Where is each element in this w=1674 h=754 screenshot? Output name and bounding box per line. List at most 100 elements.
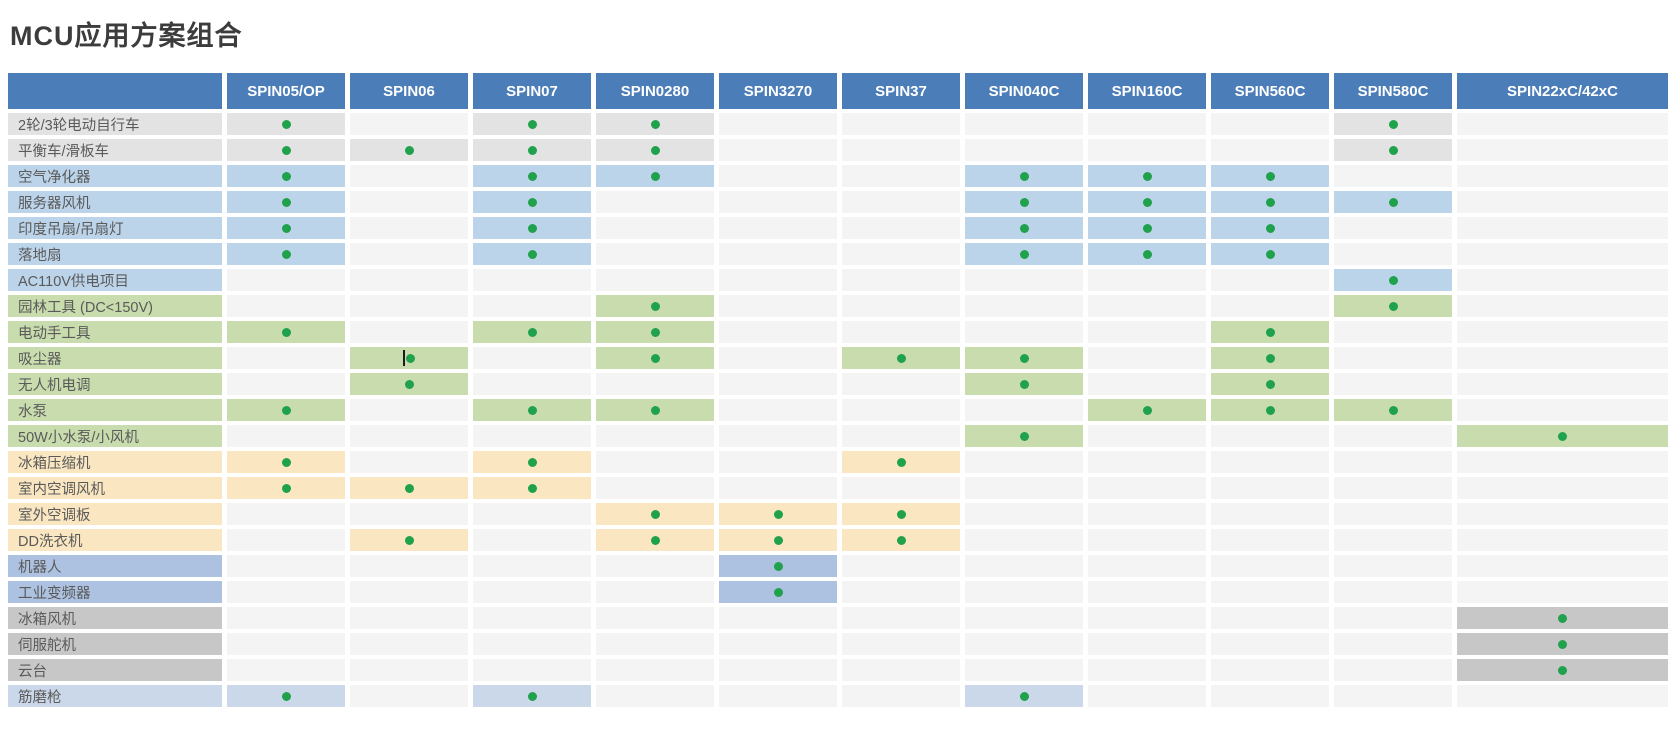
row-label: 工业变频器 (8, 581, 222, 603)
row-label: 印度吊扇/吊扇灯 (8, 217, 222, 239)
matrix-cell (1088, 425, 1206, 447)
support-dot-icon (650, 509, 660, 519)
row-label: 园林工具 (DC<150V) (8, 295, 222, 317)
matrix-cell (965, 139, 1083, 161)
support-dot-icon (404, 379, 414, 389)
matrix-cell (1334, 399, 1452, 421)
matrix-cell (1211, 607, 1329, 629)
matrix-cell (227, 451, 345, 473)
page-title: MCU应用方案组合 (10, 21, 243, 51)
matrix-cell (1211, 165, 1329, 187)
matrix-cell (1088, 529, 1206, 551)
matrix-cell (842, 373, 960, 395)
matrix-cell (1334, 581, 1452, 603)
matrix-cell (1088, 555, 1206, 577)
matrix-cell (350, 633, 468, 655)
support-dot-icon (1142, 405, 1152, 415)
matrix-cell (719, 191, 837, 213)
matrix-cell (842, 139, 960, 161)
row-label: 冰箱压缩机 (8, 451, 222, 473)
row-label: 机器人 (8, 555, 222, 577)
matrix-cell (350, 139, 468, 161)
matrix-cell (1334, 165, 1452, 187)
support-dot-icon (1142, 171, 1152, 181)
support-dot-icon (1388, 197, 1398, 207)
support-dot-icon (527, 223, 537, 233)
matrix-cell (1211, 477, 1329, 499)
matrix-cell (1088, 607, 1206, 629)
matrix-cell (965, 529, 1083, 551)
matrix-cell (1088, 217, 1206, 239)
matrix-cell (842, 165, 960, 187)
matrix-cell (227, 425, 345, 447)
matrix-cell (719, 321, 837, 343)
support-dot-icon (1558, 613, 1567, 623)
matrix-cell (1211, 295, 1329, 317)
support-dot-icon (1558, 431, 1567, 441)
support-dot-icon (896, 509, 906, 519)
matrix-cell (842, 477, 960, 499)
matrix-cell (350, 113, 468, 135)
matrix-cell (1334, 321, 1452, 343)
support-dot-icon (650, 327, 660, 337)
matrix-cell (719, 451, 837, 473)
support-dot-icon (1019, 431, 1029, 441)
matrix-cell (227, 269, 345, 291)
matrix-cell (1088, 399, 1206, 421)
matrix-cell (842, 529, 960, 551)
support-dot-icon (406, 353, 415, 363)
matrix-cell (227, 217, 345, 239)
matrix-cell (227, 165, 345, 187)
matrix-cell (596, 633, 714, 655)
support-dot-icon (281, 145, 291, 155)
support-dot-icon (1265, 171, 1275, 181)
matrix-cell (1457, 373, 1668, 395)
matrix-cell (596, 607, 714, 629)
matrix-cell (719, 165, 837, 187)
matrix-cell (1457, 425, 1668, 447)
column-header: SPIN040C (965, 73, 1083, 109)
matrix-cell (842, 451, 960, 473)
matrix-cell (965, 685, 1083, 707)
matrix-cell (1088, 633, 1206, 655)
matrix-cell (350, 243, 468, 265)
support-dot-icon (1558, 639, 1567, 649)
support-dot-icon (1265, 405, 1275, 415)
matrix-cell (1334, 685, 1452, 707)
support-dot-icon (1142, 223, 1152, 233)
support-dot-icon (650, 119, 660, 129)
matrix-cell (842, 269, 960, 291)
matrix-cell (1457, 607, 1668, 629)
matrix-cell (1334, 113, 1452, 135)
matrix-cell (473, 555, 591, 577)
matrix-cell (350, 555, 468, 577)
matrix-cell (596, 477, 714, 499)
matrix-cell (1088, 191, 1206, 213)
matrix-cell (1334, 451, 1452, 473)
matrix-cell (1334, 607, 1452, 629)
matrix-cell (350, 477, 468, 499)
support-dot-icon (281, 483, 291, 493)
matrix-cell (842, 217, 960, 239)
matrix-cell (473, 503, 591, 525)
matrix-cell (227, 633, 345, 655)
matrix-cell (350, 269, 468, 291)
matrix-cell (596, 269, 714, 291)
matrix-cell (719, 113, 837, 135)
matrix-cell (1457, 269, 1668, 291)
matrix-cell (719, 659, 837, 681)
support-dot-icon (527, 197, 537, 207)
matrix-cell (842, 659, 960, 681)
matrix-cell (227, 243, 345, 265)
matrix-cell (719, 555, 837, 577)
matrix-cell (1457, 555, 1668, 577)
matrix-cell (719, 399, 837, 421)
support-dot-icon (1019, 691, 1029, 701)
matrix-cell (596, 347, 714, 369)
matrix-cell (1457, 113, 1668, 135)
column-header: SPIN560C (1211, 73, 1329, 109)
support-dot-icon (773, 509, 783, 519)
text-cursor-artifact (403, 350, 405, 366)
support-dot-icon (896, 535, 906, 545)
matrix-cell (842, 425, 960, 447)
